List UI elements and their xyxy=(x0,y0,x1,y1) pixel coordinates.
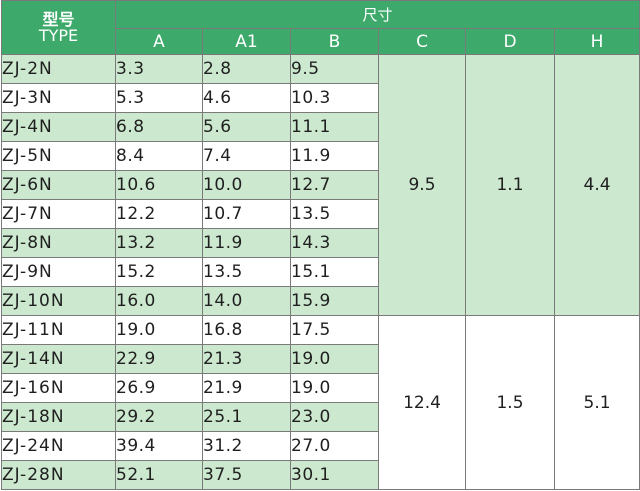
value-a-cell: 26.9 xyxy=(115,373,203,403)
value-a-cell: 13.2 xyxy=(115,228,203,258)
value-a-cell: 16.0 xyxy=(115,286,203,316)
model-cell: ZJ-24N xyxy=(1,431,116,461)
value-b-cell: 30.1 xyxy=(290,460,379,490)
value-a1-cell: 37.5 xyxy=(202,460,291,490)
value-b-cell: 11.1 xyxy=(290,112,379,142)
table-row: ZJ-7N 12.2 10.7 13.5 xyxy=(1,199,640,229)
model-cell: ZJ-18N xyxy=(1,402,116,432)
model-cell: ZJ-6N xyxy=(1,170,116,200)
table-row: ZJ-14N 22.9 21.3 19.0 xyxy=(1,344,640,374)
value-b-cell: 27.0 xyxy=(290,431,379,461)
value-b-cell: 19.0 xyxy=(290,344,379,374)
value-a-cell: 29.2 xyxy=(115,402,203,432)
table-row: ZJ-5N 8.4 7.4 11.9 xyxy=(1,141,640,171)
group2-c-cell: 12.4 xyxy=(378,315,466,490)
value-a1-cell: 21.3 xyxy=(202,344,291,374)
value-b-cell: 13.5 xyxy=(290,199,379,229)
model-cell: ZJ-11N xyxy=(1,315,116,345)
table-row: ZJ-3N 5.3 4.6 10.3 xyxy=(1,83,640,113)
value-a1-cell: 21.9 xyxy=(202,373,291,403)
value-a-cell: 3.3 xyxy=(115,54,203,84)
value-b-cell: 17.5 xyxy=(290,315,379,345)
table-row: ZJ-11N 19.0 16.8 17.5 12.4 1.5 5.1 xyxy=(1,315,640,490)
value-a-cell: 39.4 xyxy=(115,431,203,461)
group1-d-cell: 1.1 xyxy=(465,54,555,316)
group2-h-cell: 5.1 xyxy=(553,315,640,490)
value-a-cell: 12.2 xyxy=(115,199,203,229)
value-a1-cell: 5.6 xyxy=(202,112,291,142)
table-row: ZJ-28N 52.1 37.5 30.1 xyxy=(1,460,640,490)
value-a-cell: 8.4 xyxy=(115,141,203,171)
table-row: ZJ-16N 26.9 21.9 19.0 xyxy=(1,373,640,403)
table-row: ZJ-24N 39.4 31.2 27.0 xyxy=(1,431,640,461)
value-a-cell: 52.1 xyxy=(115,460,203,490)
model-header-en: TYPE xyxy=(38,25,79,45)
column-header-c: C xyxy=(378,28,466,55)
model-cell: ZJ-14N xyxy=(1,344,116,374)
value-a-cell: 6.8 xyxy=(115,112,203,142)
value-a1-cell: 7.4 xyxy=(202,141,291,171)
value-b-cell: 15.1 xyxy=(290,257,379,287)
model-cell: ZJ-3N xyxy=(1,83,116,113)
model-cell: ZJ-28N xyxy=(1,460,116,490)
value-b-cell: 9.5 xyxy=(290,54,379,84)
table-row: ZJ-10N 16.0 14.0 15.9 xyxy=(1,286,640,316)
value-a1-cell: 31.2 xyxy=(202,431,291,461)
value-a-cell: 10.6 xyxy=(115,170,203,200)
value-b-cell: 11.9 xyxy=(290,141,379,171)
table-row: ZJ-9N 15.2 13.5 15.1 xyxy=(1,257,640,287)
model-cell: ZJ-10N xyxy=(1,286,116,316)
value-a1-cell: 16.8 xyxy=(202,315,291,345)
model-cell: ZJ-5N xyxy=(1,141,116,171)
value-a1-cell: 2.8 xyxy=(202,54,291,84)
column-header-a1: A1 xyxy=(202,28,291,55)
model-cell: ZJ-16N xyxy=(1,373,116,403)
column-header-h: H xyxy=(553,28,640,55)
model-cell: ZJ-4N xyxy=(1,112,116,142)
column-header-d: D xyxy=(465,28,555,55)
value-a-cell: 22.9 xyxy=(115,344,203,374)
group2-d-cell: 1.5 xyxy=(465,315,555,490)
value-a-cell: 15.2 xyxy=(115,257,203,287)
value-a1-cell: 13.5 xyxy=(202,257,291,287)
value-a1-cell: 25.1 xyxy=(202,402,291,432)
value-b-cell: 12.7 xyxy=(290,170,379,200)
value-b-cell: 19.0 xyxy=(290,373,379,403)
model-cell: ZJ-9N xyxy=(1,257,116,287)
value-a1-cell: 10.7 xyxy=(202,199,291,229)
value-a1-cell: 4.6 xyxy=(202,83,291,113)
value-a1-cell: 11.9 xyxy=(202,228,291,258)
group1-c-cell: 9.5 xyxy=(378,54,466,316)
value-a1-cell: 14.0 xyxy=(202,286,291,316)
column-header-a: A xyxy=(115,28,203,55)
model-header: 型号 TYPE xyxy=(1,0,116,55)
size-header: 尺寸 xyxy=(114,0,640,29)
column-header-b: B xyxy=(290,28,379,55)
model-cell: ZJ-8N xyxy=(1,228,116,258)
value-b-cell: 15.9 xyxy=(290,286,379,316)
group1-h-cell: 4.4 xyxy=(553,54,640,316)
value-b-cell: 14.3 xyxy=(290,228,379,258)
model-header-cn: 型号 xyxy=(42,9,75,29)
table-row: ZJ-8N 13.2 11.9 14.3 xyxy=(1,228,640,258)
value-a1-cell: 10.0 xyxy=(202,170,291,200)
value-a-cell: 19.0 xyxy=(115,315,203,345)
model-cell: ZJ-7N xyxy=(1,199,116,229)
table-row: ZJ-2N 3.3 2.8 9.5 9.5 1.1 4.4 xyxy=(1,54,640,316)
model-cell: ZJ-2N xyxy=(1,54,116,84)
value-a-cell: 5.3 xyxy=(115,83,203,113)
value-b-cell: 10.3 xyxy=(290,83,379,113)
value-b-cell: 23.0 xyxy=(290,402,379,432)
table-row: ZJ-6N 10.6 10.0 12.7 xyxy=(1,170,640,200)
